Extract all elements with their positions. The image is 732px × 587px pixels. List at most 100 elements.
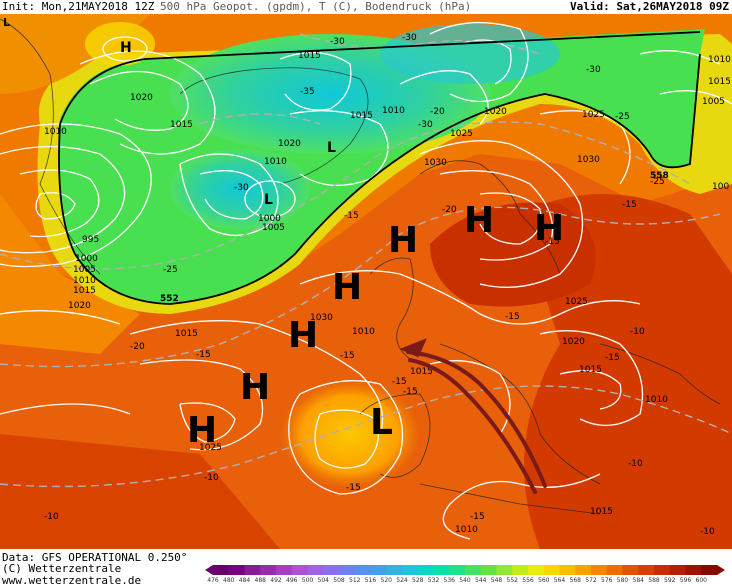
colorbar-swatch xyxy=(260,565,277,575)
isobar-label: 1005 xyxy=(702,97,725,107)
contour-label: 552 xyxy=(160,294,179,304)
colorbar-tick-label: 500 xyxy=(301,577,314,584)
isobar-label: 1010 xyxy=(73,276,96,286)
temperature-label: -30 xyxy=(402,33,417,43)
colorbar-swatch xyxy=(512,565,529,575)
colorbar-tick-label: 480 xyxy=(223,577,235,584)
colorbar-tick-label: 572 xyxy=(585,577,597,584)
temperature-label: -10 xyxy=(630,327,645,337)
colorbar-tick-label: 504 xyxy=(317,577,329,584)
colorbar-tick-label: 512 xyxy=(349,577,361,584)
colorbar-swatch xyxy=(622,565,639,575)
colorbar-tick-label: 576 xyxy=(601,577,613,584)
colorbar-tick-label: 540 xyxy=(459,577,471,584)
colorbar-tick-label: 524 xyxy=(396,577,408,584)
colorbar-swatch xyxy=(465,565,482,575)
temperature-label: -10 xyxy=(44,512,59,522)
colorbar-tick-label: 528 xyxy=(412,577,424,584)
isobar-label: 1015 xyxy=(298,51,321,61)
colorbar-swatch xyxy=(417,565,434,575)
colorbar-tick-label: 600 xyxy=(695,577,707,584)
colorbar-tick-label: 552 xyxy=(506,577,518,584)
isobar-label: 1015 xyxy=(410,367,433,377)
colorbar-swatch xyxy=(559,565,576,575)
temperature-label: -15 xyxy=(505,312,520,322)
colorbar-swatch xyxy=(339,565,356,575)
isobar-label: 1015 xyxy=(175,329,198,339)
colorbar-swatch xyxy=(606,565,623,575)
isobar-label: 100 xyxy=(712,182,729,192)
colorbar-tick-label: 544 xyxy=(475,577,487,584)
isobar-label: 1010 xyxy=(44,127,67,137)
central-red xyxy=(430,202,596,307)
colorbar-swatch xyxy=(370,565,387,575)
temperature-label: -15 xyxy=(340,351,355,361)
temperature-label: -15 xyxy=(344,211,359,221)
arrow-shaft-outer xyxy=(408,358,537,494)
colorbar-swatch xyxy=(669,565,686,575)
isobar-label: 1025 xyxy=(199,443,222,453)
colorbar xyxy=(205,565,725,575)
colorbar-tick-label: 588 xyxy=(648,577,660,584)
high-pressure-center: H xyxy=(120,40,132,56)
colorbar-right-arrow xyxy=(717,565,725,575)
isobar-label: 1015 xyxy=(708,77,731,87)
isobar-label: 1010 xyxy=(708,55,731,65)
colorbar-swatch xyxy=(244,565,261,575)
colorbar-swatch xyxy=(701,565,718,575)
colorbar-tick-label: 508 xyxy=(333,577,345,584)
isobar-label: 1010 xyxy=(645,395,668,405)
isobar-label: 1015 xyxy=(590,507,613,517)
nw-yellow-patch xyxy=(85,22,155,66)
arrow-head xyxy=(399,338,427,358)
colorbar-labels: 476 480 484 488 492 496 500 504 508 512 516 520 524 5… xyxy=(205,577,725,587)
colorbar-tick-label: 520 xyxy=(380,577,392,584)
colorbar-tick-label: 560 xyxy=(538,577,550,584)
isobar-label: 1025 xyxy=(582,110,605,120)
isobar-label: 1005 xyxy=(262,223,285,233)
isobar-label: 1010 xyxy=(455,525,478,535)
temperature-label: -15 xyxy=(622,200,637,210)
temperature-label: -15 xyxy=(392,377,407,387)
temperature-label: -15 xyxy=(196,350,211,360)
cold-core-south xyxy=(170,149,310,229)
isobar-label: 1020 xyxy=(484,107,507,117)
isobar-label: 1025 xyxy=(565,297,588,307)
colorbar-swatch xyxy=(685,565,702,575)
temperature-label: -15 xyxy=(545,237,560,247)
colorbar-left-arrow xyxy=(205,565,213,575)
temperature-label: -30 xyxy=(234,183,249,193)
isobar-label: 1015 xyxy=(73,286,96,296)
field-description: 500 hPa Geopot. (gpdm), T (C), Bodendruc… xyxy=(160,0,472,13)
colorbar-swatch xyxy=(591,565,608,575)
isobar-label: 1010 xyxy=(264,157,287,167)
colorbar-tick-label: 556 xyxy=(522,577,534,584)
colorbar-swatch xyxy=(276,565,293,575)
colorbar-swatch xyxy=(480,565,497,575)
west-orange xyxy=(0,194,140,354)
temperature-label: -25 xyxy=(615,112,630,122)
colorbar-tick-label: 536 xyxy=(443,577,455,584)
colorbar-swatch xyxy=(354,565,371,575)
colorbar-tick-label: 532 xyxy=(427,577,440,584)
temperature-label: -10 xyxy=(700,527,715,537)
isobar-label: 1030 xyxy=(424,158,447,168)
high-pressure-center: H xyxy=(187,410,217,451)
colorbar-swatch xyxy=(449,565,466,575)
high-pressure-center: H xyxy=(288,315,318,356)
colorbar-swatch xyxy=(291,565,308,575)
temperature-label: -10 xyxy=(204,473,219,483)
temperature-label: -35 xyxy=(300,87,315,97)
high-pressure-center: H xyxy=(240,367,270,408)
arrow-shaft-inner xyxy=(406,350,547,488)
annotation-arrows xyxy=(399,338,547,494)
high-pressure-center: H xyxy=(332,267,362,308)
colorbar-swatch xyxy=(228,565,245,575)
temperature-label: -15 xyxy=(605,353,620,363)
isobar-label: 1015 xyxy=(170,120,193,130)
colorbar-tick-label: 580 xyxy=(616,577,629,584)
contour-552 xyxy=(58,31,701,305)
low-pressure-center: L xyxy=(3,16,10,29)
colorbar-swatch xyxy=(638,565,655,575)
colorbar-swatch xyxy=(213,565,230,575)
